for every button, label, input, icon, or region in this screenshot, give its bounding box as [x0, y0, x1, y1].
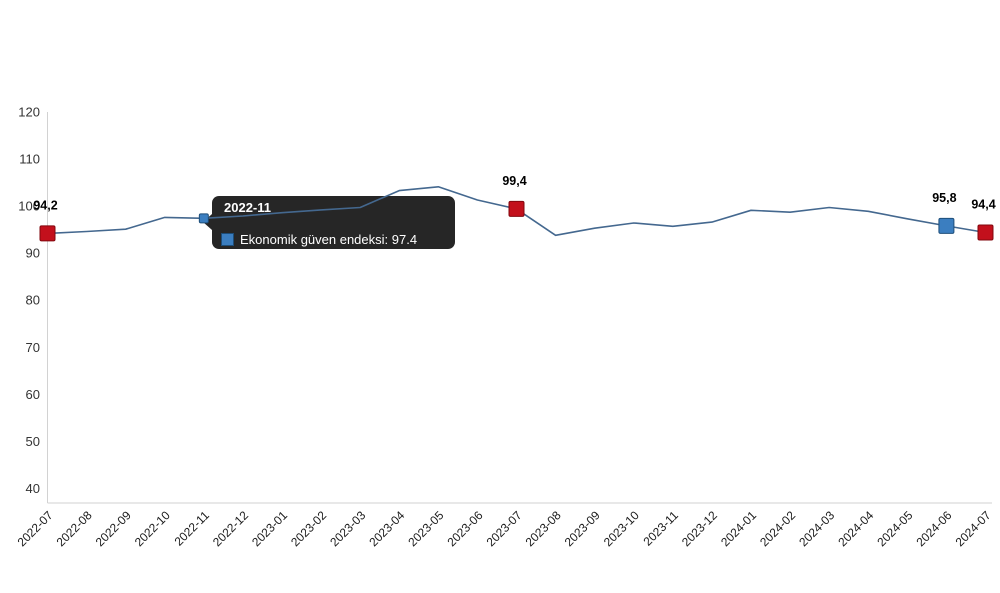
x-axis-tick-label: 2023-03: [327, 508, 368, 549]
x-axis-tick-label: 2023-05: [405, 508, 446, 549]
data-point-marker[interactable]: [39, 225, 56, 242]
y-axis-tick-label: 100: [18, 199, 40, 214]
tooltip-series-swatch-icon: [221, 233, 234, 246]
tooltip: 2022-11 Ekonomik güven endeksi: 97.4: [212, 196, 455, 249]
tooltip-header: 2022-11: [224, 200, 271, 215]
y-axis-tick-label: 40: [26, 481, 40, 496]
y-axis-tick-label: 90: [26, 246, 40, 261]
x-axis-tick-label: 2023-07: [484, 508, 525, 549]
x-axis-tick-label: 2024-01: [718, 508, 759, 549]
data-point-marker[interactable]: [938, 217, 955, 234]
x-axis-tick-label: 2023-06: [444, 508, 485, 549]
data-point-marker[interactable]: [977, 224, 994, 241]
x-axis-tick-label: 2024-03: [796, 508, 837, 549]
data-point-label: 94,2: [33, 198, 57, 212]
y-axis-tick-label: 80: [26, 293, 40, 308]
series-line: [47, 186, 986, 237]
x-axis-tick-label: 2022-10: [132, 508, 173, 549]
y-axis-tick-label: 70: [26, 340, 40, 355]
x-axis-tick-label: 2023-11: [641, 508, 682, 549]
y-axis-tick-label: 50: [26, 434, 40, 449]
x-axis-tick-label: 2023-01: [249, 508, 290, 549]
x-axis-tick-label: 2022-12: [210, 508, 251, 549]
x-axis-tick-label: 2022-07: [15, 508, 56, 549]
x-axis-tick-label: 2023-04: [366, 508, 407, 549]
x-axis-tick-label: 2023-10: [601, 508, 642, 549]
x-axis-tick-label: 2024-02: [757, 508, 798, 549]
tooltip-row: Ekonomik güven endeksi: 97.4: [221, 232, 417, 247]
y-axis-tick-label: 60: [26, 387, 40, 402]
tooltip-arrow: [203, 214, 212, 230]
data-point-label: 99,4: [502, 174, 526, 188]
tooltip-text: Ekonomik güven endeksi: 97.4: [240, 232, 418, 247]
x-axis-tick-label: 2023-09: [562, 508, 603, 549]
data-point-marker[interactable]: [508, 200, 525, 217]
x-axis-tick-label: 2024-06: [913, 508, 954, 549]
x-axis-tick-label: 2022-09: [93, 508, 134, 549]
data-point-label: 95,8: [932, 191, 956, 205]
y-axis-tick-label: 120: [18, 105, 40, 120]
x-axis-tick-label: 2024-05: [874, 508, 915, 549]
x-axis-tick-label: 2023-08: [523, 508, 564, 549]
y-axis-tick-label: 110: [19, 152, 40, 167]
data-point-label: 94,4: [971, 197, 995, 211]
x-axis-tick-label: 2022-08: [54, 508, 95, 549]
x-axis-tick-label: 2023-12: [679, 508, 720, 549]
x-axis-tick-label: 2022-11: [172, 508, 213, 549]
x-axis-tick-label: 2024-04: [835, 508, 876, 549]
x-axis-tick-label: 2023-02: [288, 508, 329, 549]
x-axis-tick-label: 2024-07: [953, 508, 994, 549]
